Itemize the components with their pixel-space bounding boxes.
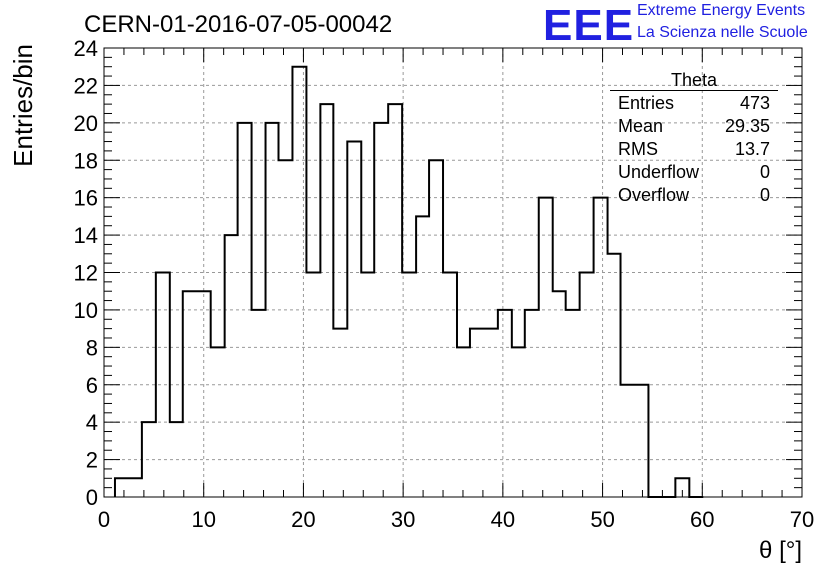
x-tick-label: 50 [590, 507, 614, 532]
histogram-bin [156, 273, 170, 498]
y-tick-label: 2 [86, 448, 98, 473]
stats-key: Overflow [618, 185, 690, 205]
histogram-bin [252, 310, 266, 497]
histogram-bin [129, 478, 142, 497]
histogram-bin [634, 385, 648, 497]
x-tick-label: 60 [690, 507, 714, 532]
histogram-bin [347, 142, 361, 497]
stats-key: Mean [618, 116, 664, 136]
histogram-bin [484, 329, 498, 497]
histogram-bin [388, 104, 402, 497]
histogram-bin [429, 160, 443, 497]
eee-logo: EEE [543, 1, 635, 50]
histogram-bin [197, 291, 211, 497]
histogram-bin [553, 291, 566, 497]
stats-title: Theta [670, 70, 718, 90]
stats-key: Underflow [618, 162, 700, 182]
histogram-bin [416, 216, 429, 497]
x-axis-label: θ [°] [759, 537, 802, 564]
y-tick-label: 0 [86, 485, 98, 510]
y-tick-label: 20 [74, 111, 98, 136]
y-tick-label: 18 [74, 148, 98, 173]
histogram-bin [225, 235, 238, 497]
y-axis-label: Entries/bin [8, 44, 38, 167]
histogram-bin [498, 310, 512, 497]
y-tick-label: 10 [74, 298, 98, 323]
stats-value: 0 [759, 162, 770, 182]
y-tick-label: 16 [74, 186, 98, 211]
x-tick-label: 30 [391, 507, 415, 532]
stats-divider [610, 90, 778, 91]
x-tick-label: 40 [491, 507, 515, 532]
histogram-bin [333, 329, 347, 497]
x-tick-label: 0 [98, 507, 110, 532]
histogram-bin [115, 478, 129, 497]
histogram-bin [566, 310, 580, 497]
stats-value: 13.7 [734, 139, 770, 159]
y-tick-label: 22 [74, 73, 98, 98]
histogram-bin [608, 254, 621, 497]
stats-value: 473 [739, 93, 770, 113]
histogram-bin [594, 198, 608, 497]
stats-value: 29.35 [724, 116, 770, 136]
x-tick-label: 70 [790, 507, 814, 532]
histogram-outline [113, 65, 704, 498]
y-tick-label: 8 [86, 335, 98, 360]
histogram-bin [292, 67, 306, 497]
y-tick-label: 24 [74, 36, 98, 61]
y-tick-label: 6 [86, 373, 98, 398]
x-tick-label: 10 [191, 507, 215, 532]
y-tick-label: 14 [74, 223, 98, 248]
chart-title: CERN-01-2016-07-05-00042 [84, 11, 393, 38]
x-tick-label: 20 [291, 507, 315, 532]
stats-key: RMS [618, 139, 658, 159]
y-tick-label: 12 [74, 261, 98, 286]
histogram-bin [279, 160, 293, 497]
stats-box: Theta Entries 473 Mean 29.35 RMS 13.7 Un… [610, 70, 778, 210]
logo-line-2: La Scienza nelle Scuole [637, 24, 808, 41]
histogram-bin [621, 385, 635, 497]
histogram-bin [470, 329, 484, 497]
stats-key: Entries [618, 93, 675, 113]
histogram-bin [183, 291, 197, 497]
stats-value: 0 [759, 185, 770, 205]
logo-line-1: Extreme Energy Events [637, 2, 806, 19]
histogram-bin [525, 310, 539, 497]
histogram-bin [320, 104, 333, 497]
y-tick-label: 4 [86, 410, 98, 435]
